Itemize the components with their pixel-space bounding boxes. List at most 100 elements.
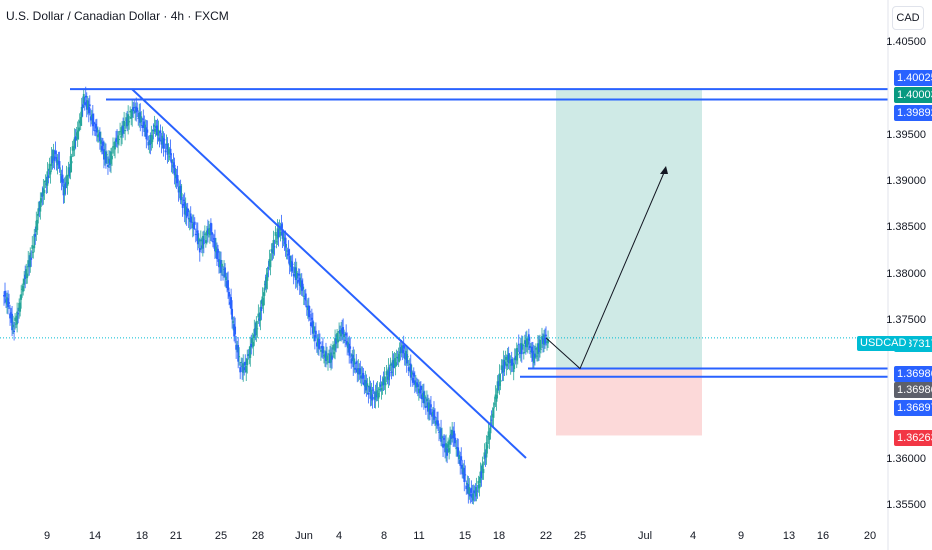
candle-body: [215, 246, 217, 253]
candle-body: [236, 345, 239, 347]
candle-body: [546, 341, 548, 343]
candle-body: [178, 185, 181, 192]
candle-body: [537, 343, 539, 355]
candle-body: [164, 150, 167, 153]
candle-body: [305, 305, 308, 308]
drawings: [0, 0, 889, 550]
candle-body: [531, 350, 534, 361]
candle-body: [311, 320, 314, 334]
candle-body: [111, 155, 113, 160]
candle-body: [36, 219, 39, 231]
x-tick-label: 8: [380, 530, 388, 542]
candle-body: [74, 136, 77, 141]
candle-body: [65, 175, 68, 183]
candle-body: [536, 355, 538, 357]
candle-body: [172, 162, 175, 168]
candle-body: [206, 228, 209, 235]
price-tag: 1.36986: [894, 382, 932, 398]
candle-body: [314, 330, 317, 335]
candle-body: [412, 372, 415, 377]
candle-body: [409, 363, 412, 378]
candle-body: [118, 139, 120, 141]
candle-body: [309, 322, 312, 327]
candle-body: [516, 353, 519, 356]
candle-body: [248, 353, 251, 356]
candle-body: [222, 274, 224, 276]
symbol-tag: USDCAD: [857, 336, 910, 351]
candle-body: [95, 127, 98, 133]
candle-body: [35, 220, 38, 233]
candle-body: [313, 335, 316, 342]
candle-body: [355, 361, 358, 364]
price-tag: 1.39892: [894, 105, 932, 121]
candle-body: [425, 406, 427, 408]
candle-body: [349, 346, 352, 349]
candle-body: [144, 124, 147, 132]
candle-body: [185, 210, 188, 218]
candle-body: [34, 233, 37, 237]
candle-body: [521, 343, 524, 346]
candle-body: [300, 280, 303, 291]
candle-body: [490, 419, 493, 421]
candle-body: [110, 151, 112, 164]
candle-body: [79, 117, 82, 126]
candle-body: [508, 359, 511, 364]
candle-body: [435, 420, 437, 425]
candle-body: [56, 160, 59, 166]
candle-body: [502, 359, 505, 372]
candle-body: [319, 341, 321, 345]
candle-body: [243, 367, 246, 371]
candle-body: [17, 313, 20, 315]
candle-body: [367, 392, 370, 395]
candle-body: [381, 382, 384, 386]
candle-body: [48, 163, 51, 171]
candle-body: [301, 283, 304, 290]
currency-button[interactable]: CAD: [892, 6, 924, 30]
candle-body: [375, 391, 378, 398]
x-tick-label: 4: [335, 530, 343, 542]
candle-body: [64, 182, 67, 189]
candle-body: [109, 159, 111, 165]
candle-body: [85, 100, 88, 110]
candle-body: [25, 269, 28, 277]
candle-body: [387, 367, 390, 381]
chart-title: U.S. Dollar / Canadian Dollar · 4h · FXC…: [6, 9, 229, 23]
candle-body: [218, 259, 220, 268]
candle-body: [267, 267, 270, 269]
candle-body: [464, 474, 467, 476]
candle-body: [199, 239, 202, 242]
candle-body: [458, 454, 461, 460]
candle-body: [360, 375, 363, 379]
candle-body: [125, 117, 128, 122]
candle-body: [275, 241, 278, 243]
candle-body: [503, 361, 506, 369]
candle-body: [12, 324, 14, 328]
downtrend-line: [131, 88, 527, 459]
candle-body: [376, 390, 379, 396]
candle-body: [339, 329, 342, 334]
candle-body: [46, 171, 49, 186]
x-tick-label: 18: [135, 530, 149, 542]
candle-body: [369, 386, 372, 399]
candle-body: [202, 239, 205, 245]
candle-body: [44, 180, 47, 183]
candle-body: [340, 329, 343, 337]
candle-body: [189, 213, 192, 223]
position-zones: [556, 89, 702, 436]
candle-body: [455, 448, 458, 450]
candle-body: [148, 141, 151, 145]
candle-body: [77, 127, 80, 131]
candle-body: [253, 328, 256, 339]
candle-body: [57, 161, 60, 164]
candle-body: [477, 480, 480, 484]
candle-body: [303, 297, 306, 300]
candle-body: [81, 104, 84, 109]
candle-body: [152, 130, 155, 132]
y-tick-label: 1.38000: [886, 267, 926, 280]
candle-body: [325, 351, 327, 362]
candle-body: [233, 324, 236, 337]
candle-body: [80, 106, 83, 118]
candle-body: [151, 135, 154, 143]
candle-body: [98, 131, 101, 141]
